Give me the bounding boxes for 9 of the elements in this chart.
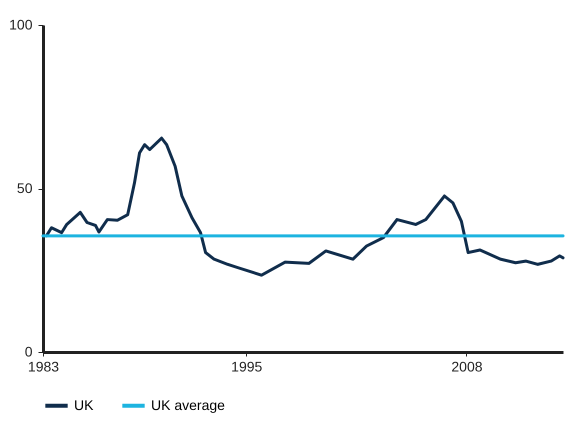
x-tick-label: 2008 — [451, 358, 483, 374]
legend-label: UK average — [151, 396, 226, 413]
y-tick-label: 0 — [24, 344, 33, 360]
y-tick-label: 100 — [9, 16, 33, 32]
line-series — [44, 136, 564, 277]
legend-label: UK — [74, 396, 94, 413]
x-tick-label: 1983 — [28, 358, 60, 374]
x-tick-label: 1995 — [231, 358, 263, 374]
y-tick-label: 50 — [16, 180, 33, 196]
